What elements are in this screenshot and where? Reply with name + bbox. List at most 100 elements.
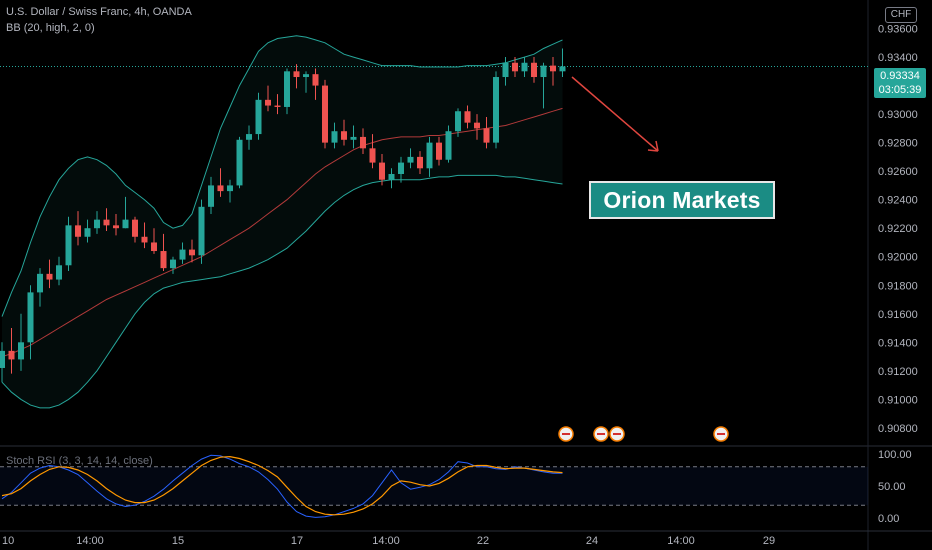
candle-body (455, 111, 461, 132)
price-tick-label: 0.93600 (878, 24, 918, 36)
candle-body (284, 71, 290, 107)
candle-body (189, 249, 195, 256)
time-tick-label: 14:00 (372, 535, 400, 547)
time-tick-label: 14:00 (76, 535, 104, 547)
candle-body (388, 174, 395, 180)
candle-body (293, 71, 300, 78)
candle-body (227, 185, 233, 192)
price-tick-label: 0.92400 (878, 195, 918, 207)
candle-body (540, 65, 547, 78)
price-tick-label: 0.90800 (878, 423, 918, 435)
candle-body (445, 131, 452, 160)
candle-body (75, 225, 81, 237)
time-tick-label: 14:00 (667, 535, 695, 547)
bollinger-fill (2, 35, 563, 408)
candle-body (426, 142, 433, 169)
candle-body (236, 139, 243, 186)
symbol-title: U.S. Dollar / Swiss Franc, 4h, OANDA (6, 6, 192, 18)
time-tick-label: 17 (291, 535, 303, 547)
candle-body (170, 259, 176, 269)
candle-body (379, 162, 385, 180)
price-tick-label: 0.91000 (878, 394, 918, 406)
price-tick-label: 0.92200 (878, 223, 918, 235)
price-tick-label: 0.91200 (878, 366, 918, 378)
candle-body (103, 219, 110, 226)
candle-body (483, 128, 490, 143)
time-tick-label: 10 (2, 535, 14, 547)
candle-body (217, 185, 224, 192)
candle-body (531, 62, 537, 78)
last-price-tag: 0.93334 03:05:39 (874, 68, 926, 98)
stoch-tick-label: 0.00 (878, 513, 899, 525)
candle-body (322, 85, 328, 143)
candle-body (521, 62, 528, 72)
candle-body (37, 273, 43, 293)
price-tick-label: 0.91400 (878, 337, 918, 349)
time-tick-label: 29 (763, 535, 775, 547)
candle-body (436, 142, 442, 160)
event-flag-mark (562, 433, 570, 435)
bollinger-upper-line (1, 35, 563, 317)
candle-body (56, 265, 62, 280)
candle-body (84, 228, 91, 237)
time-tick-label: 15 (172, 535, 184, 547)
candle-body (160, 251, 167, 269)
candle-body (493, 77, 499, 143)
stoch-d-line (1, 455, 563, 516)
brand-label: Orion Markets (589, 181, 775, 219)
candle-body (255, 99, 262, 135)
price-tick-label: 0.91800 (878, 280, 918, 292)
candle-body (341, 131, 347, 140)
stoch-tick-label: 100.00 (878, 449, 912, 461)
candle-body (474, 122, 480, 129)
candle-body (360, 136, 366, 149)
candle-body (141, 236, 148, 243)
bollinger-legend: BB (20, high, 2, 0) (6, 22, 95, 34)
event-flag-mark (597, 433, 605, 435)
projection-arrow-line (571, 76, 659, 152)
price-tick-label: 0.91600 (878, 309, 918, 321)
candle-body (512, 62, 518, 72)
candle-body (198, 206, 205, 256)
candle-body (417, 156, 423, 169)
event-flag-mark (613, 433, 621, 435)
candle-body (312, 74, 319, 86)
candle-body (27, 292, 34, 343)
currency-badge[interactable]: CHF (885, 7, 917, 23)
candle-body (132, 219, 138, 237)
time-tick-label: 24 (586, 535, 598, 547)
price-tick-label: 0.92000 (878, 252, 918, 264)
time-tick-label: 22 (477, 535, 489, 547)
candle-body (550, 65, 556, 72)
candle-body (94, 219, 100, 229)
candle-body (0, 350, 5, 368)
stoch-band-fill (0, 466, 868, 506)
candle-body (464, 111, 471, 123)
candle-body (303, 74, 309, 78)
projection-arrowhead (647, 140, 659, 152)
candle-body (46, 273, 53, 280)
candle-body (398, 162, 404, 175)
price-tick-label: 0.93000 (878, 109, 918, 121)
stoch-tick-label: 50.00 (878, 481, 906, 493)
price-tick-label: 0.92600 (878, 166, 918, 178)
candle-body (122, 219, 129, 229)
candle-body (407, 156, 414, 163)
stoch-rsi-legend: Stoch RSI (3, 3, 14, 14, close) (6, 455, 153, 467)
stoch-k-line (1, 454, 563, 518)
candle-body (559, 66, 566, 72)
candle-body (179, 249, 186, 260)
candle-body (369, 148, 376, 163)
price-tick-label: 0.92800 (878, 138, 918, 150)
candle-body (151, 242, 157, 252)
last-price: 0.93334 (880, 70, 920, 82)
candle-body (331, 131, 338, 143)
bollinger-lower-line (1, 174, 563, 409)
candle-body (18, 342, 24, 360)
candle-body (8, 350, 15, 360)
candle-body (113, 225, 119, 229)
candle-body (274, 105, 281, 107)
candle-body (246, 134, 252, 140)
